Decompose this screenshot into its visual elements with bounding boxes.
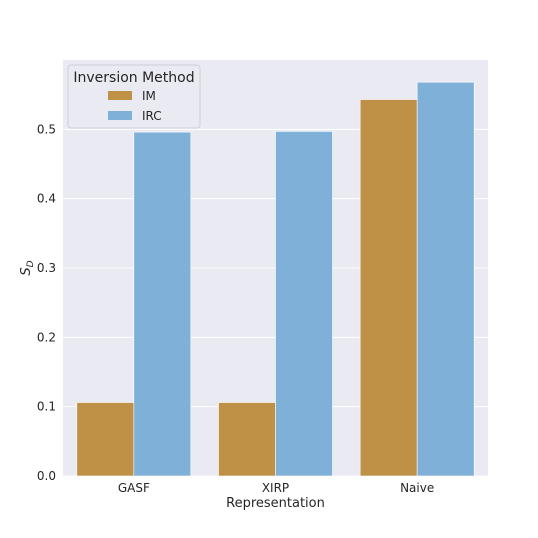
x-ticks: GASF XIRP Naive [118,481,434,495]
legend-swatch-im [108,91,132,100]
bar-irc-xirp [275,131,333,477]
bar-im-gasf [76,402,135,477]
legend-box [67,64,201,129]
legend-label-irc: IRC [142,109,162,123]
legend-swatch-irc [108,111,132,120]
legend: Inversion Method IM IRC [67,64,201,129]
y-tick-label: 0.5 [37,122,56,136]
y-ticks: 0.0 0.1 0.2 0.3 0.4 0.5 [37,122,56,483]
bar-irc-gasf [133,131,192,477]
x-tick-label: GASF [118,481,150,495]
x-tick-label: Naive [400,481,434,495]
y-axis-label-subscript: D [26,260,36,267]
bar-im-naive [359,99,418,477]
x-tick-label: XIRP [262,481,289,495]
legend-title: Inversion Method [73,70,194,86]
bar-irc-naive [416,81,475,477]
y-tick-label: 0.2 [37,330,56,344]
y-axis-label: SD [19,260,36,275]
y-tick-label: 0.3 [37,261,56,275]
bars [76,81,475,477]
y-axis-label-main: S [19,267,34,275]
x-axis-label: Representation [226,496,325,511]
y-tick-label: 0.0 [37,469,56,483]
y-tick-label: 0.1 [37,400,56,414]
legend-label-im: IM [142,89,156,103]
y-tick-label: 0.4 [37,192,56,206]
bar-im-xirp [218,402,276,477]
